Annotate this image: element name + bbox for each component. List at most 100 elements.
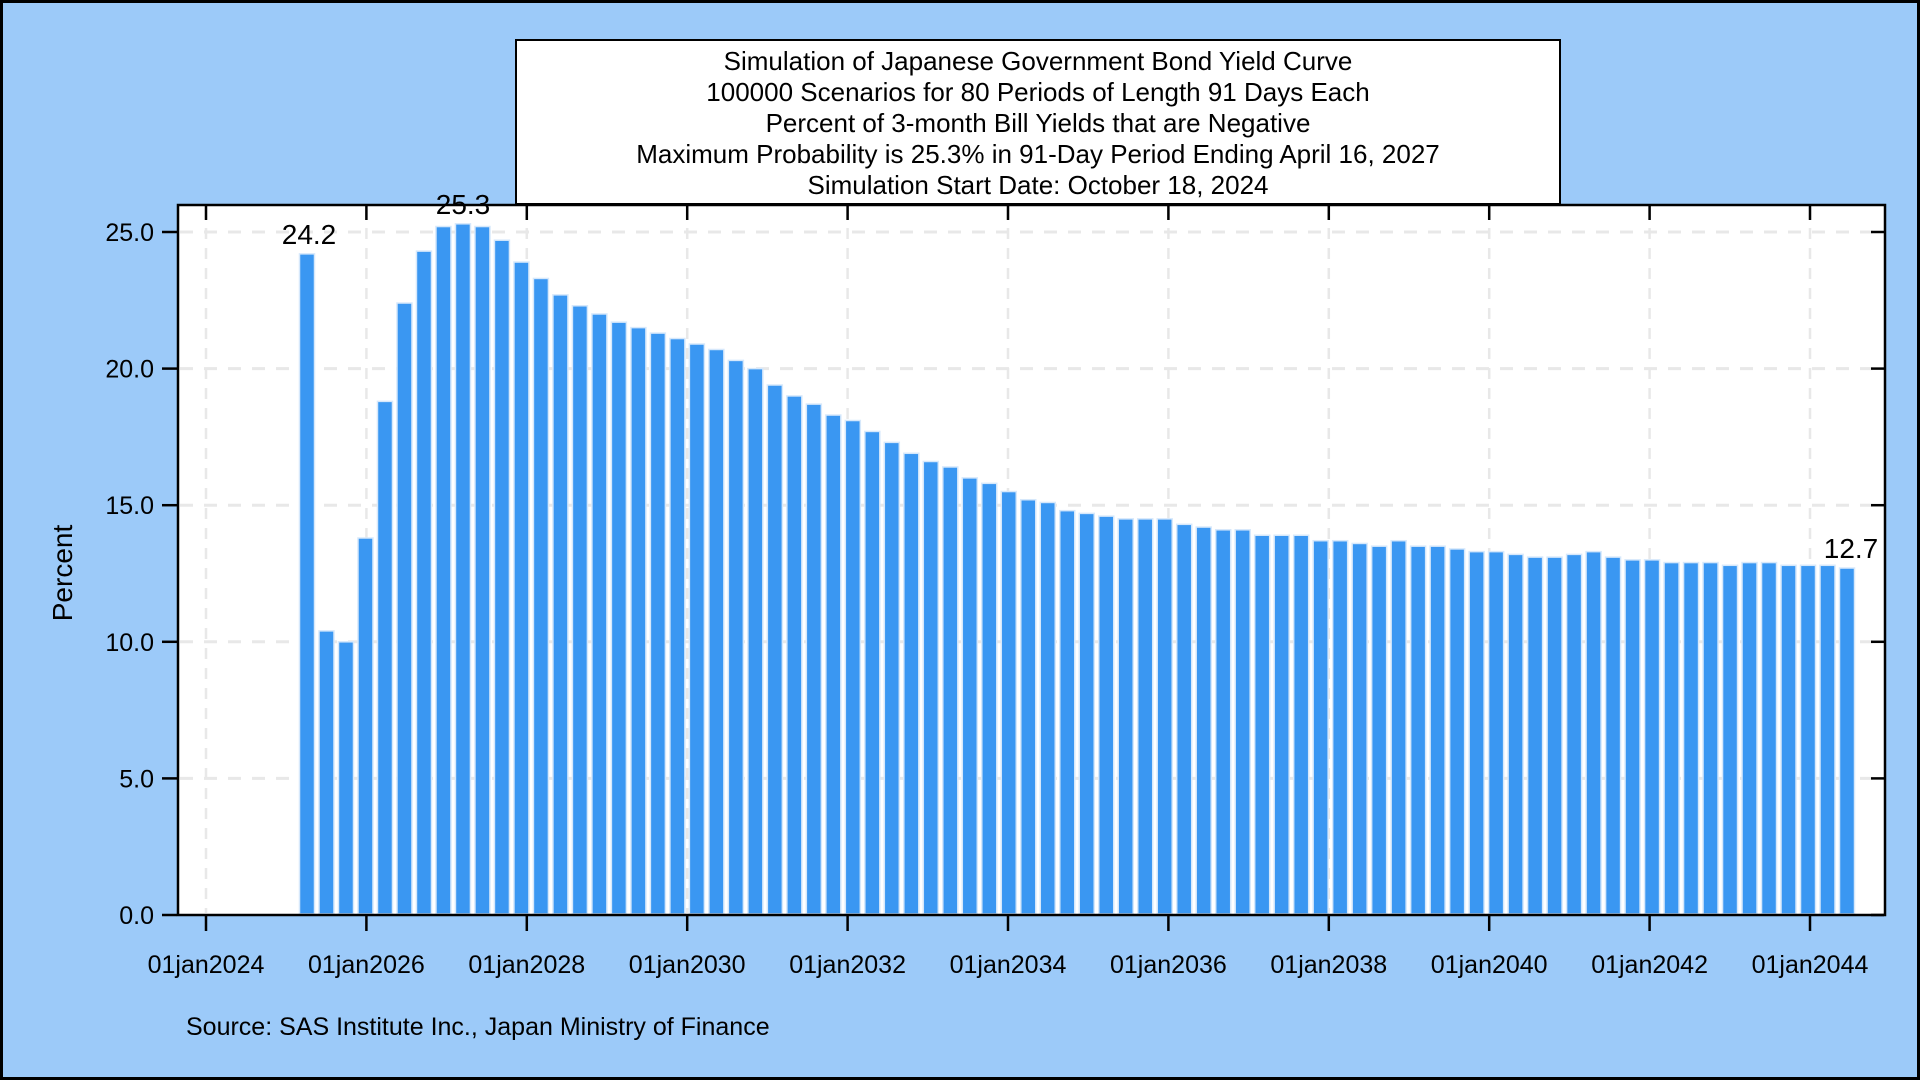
bar (1526, 556, 1544, 915)
bar (318, 630, 335, 915)
x-tick-label: 01jan2024 (148, 951, 265, 979)
y-tick-label: 10.0 (105, 629, 154, 657)
x-tick-label: 01jan2044 (1752, 951, 1869, 979)
bar (981, 482, 998, 915)
bar (435, 225, 452, 915)
bar (922, 460, 940, 915)
bar (1195, 526, 1212, 915)
y-tick-label: 0.0 (119, 902, 154, 930)
bar (1351, 542, 1368, 915)
peak-value-label: 25.3 (435, 189, 491, 220)
bar (337, 641, 355, 915)
bar (1702, 561, 1719, 915)
bar (1624, 559, 1641, 915)
x-tick-label: 01jan2030 (629, 951, 746, 979)
bar (376, 400, 394, 915)
bar (844, 419, 862, 915)
title-line-5: Simulation Start Date: October 18, 2024 (807, 170, 1269, 200)
bar (903, 452, 920, 915)
bar (1234, 529, 1251, 915)
bar (942, 466, 959, 915)
bar (532, 277, 550, 915)
y-tick-label: 25.0 (105, 219, 154, 247)
bar (1136, 518, 1154, 915)
bar (357, 537, 374, 915)
bar (669, 337, 686, 915)
bar (1663, 561, 1680, 915)
bar (591, 313, 608, 915)
bar (688, 343, 706, 915)
bar (415, 250, 433, 915)
y-tick-label: 5.0 (119, 765, 154, 793)
y-tick-label: 15.0 (105, 492, 154, 520)
bar (571, 305, 589, 915)
bar (630, 326, 647, 915)
bar (1097, 515, 1115, 915)
y-axis-title: Percent (47, 524, 78, 622)
title-line-1: Simulation of Japanese Government Bond Y… (723, 46, 1353, 76)
bar (1331, 539, 1349, 915)
bar (1468, 550, 1485, 915)
bar (610, 321, 628, 915)
bar (708, 348, 725, 915)
bar (766, 384, 784, 915)
bar (825, 414, 842, 915)
bar (1020, 498, 1037, 915)
bar (1780, 564, 1797, 915)
plot-frame (176, 203, 1887, 917)
bar (883, 441, 901, 915)
bar (1117, 518, 1134, 915)
title-line-2: 100000 Scenarios for 80 Periods of Lengt… (706, 77, 1370, 107)
bar (1487, 550, 1505, 915)
bar (864, 430, 881, 915)
bar (1000, 490, 1018, 915)
bar (1292, 534, 1310, 915)
x-tick-label: 01jan2040 (1431, 951, 1548, 979)
bar (1214, 529, 1232, 915)
bar (786, 395, 803, 915)
bar (1643, 559, 1661, 915)
x-tick-label: 01jan2028 (468, 951, 585, 979)
bar (649, 332, 667, 915)
bar (474, 225, 491, 915)
x-tick-label: 01jan2042 (1591, 951, 1708, 979)
bar (961, 477, 979, 915)
bar (1565, 553, 1583, 915)
bar (1741, 561, 1758, 915)
x-tick-label: 01jan2026 (308, 951, 425, 979)
bar (1760, 561, 1778, 915)
bar (727, 359, 745, 915)
x-tick-label: 01jan2034 (950, 951, 1067, 979)
x-tick-label: 01jan2036 (1110, 951, 1227, 979)
bar (1819, 564, 1836, 915)
bar (1078, 512, 1095, 915)
bar (1838, 567, 1856, 915)
bar (1799, 564, 1817, 915)
bar (454, 223, 472, 915)
bar (1312, 539, 1329, 915)
bar (1585, 550, 1602, 915)
bar (1039, 501, 1057, 915)
bar (1682, 561, 1700, 915)
bar (1390, 539, 1407, 915)
bar (1721, 564, 1739, 915)
bar (1370, 545, 1388, 915)
x-tick-label: 01jan2038 (1270, 951, 1387, 979)
bar (1604, 556, 1622, 915)
bar (298, 253, 316, 915)
bar (493, 239, 511, 915)
bar (1059, 509, 1076, 915)
last-bar-value-label: 12.7 (1823, 533, 1879, 564)
bar (552, 294, 569, 915)
bar-chart-plot: 01jan2024 01jan2026 01jan2028 01jan2030 01ja… (105, 203, 1887, 979)
bar (1253, 534, 1271, 915)
title-line-3: Percent of 3-month Bill Yields that are … (765, 108, 1311, 138)
chart-title-box: Simulation of Japanese Government Bond Y… (515, 39, 1561, 205)
bar (1273, 534, 1290, 915)
bar (1507, 553, 1524, 915)
source-note: Source: SAS Institute Inc., Japan Minist… (186, 1013, 770, 1041)
bar (396, 302, 413, 915)
title-line-4: Maximum Probability is 25.3% in 91-Day P… (636, 139, 1440, 169)
bar (1448, 548, 1466, 915)
